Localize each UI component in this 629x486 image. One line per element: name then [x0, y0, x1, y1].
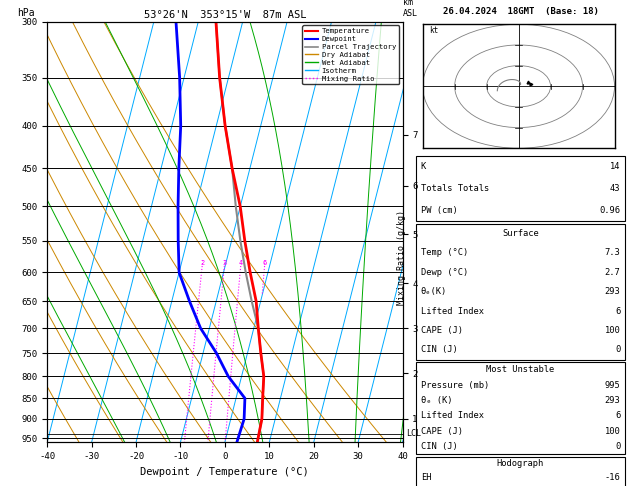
Text: hPa: hPa: [17, 8, 35, 17]
Text: CAPE (J): CAPE (J): [421, 326, 463, 335]
Text: Temp (°C): Temp (°C): [421, 248, 468, 257]
Text: km
ASL: km ASL: [403, 0, 418, 17]
Text: 293: 293: [604, 287, 620, 296]
Text: LCL: LCL: [406, 429, 421, 438]
Text: Lifted Index: Lifted Index: [421, 412, 484, 420]
Text: 995: 995: [604, 381, 620, 390]
Text: 14: 14: [610, 162, 620, 171]
Text: θₑ (K): θₑ (K): [421, 396, 452, 405]
Text: Totals Totals: Totals Totals: [421, 184, 489, 193]
Text: PW (cm): PW (cm): [421, 206, 457, 215]
Text: 6: 6: [615, 307, 620, 315]
X-axis label: Dewpoint / Temperature (°C): Dewpoint / Temperature (°C): [140, 467, 309, 477]
Text: θₑ(K): θₑ(K): [421, 287, 447, 296]
Text: Surface: Surface: [502, 229, 539, 238]
Text: 100: 100: [604, 326, 620, 335]
Text: 4: 4: [238, 260, 243, 266]
Text: EH: EH: [421, 473, 431, 482]
Title: 53°26'N  353°15'W  87m ASL: 53°26'N 353°15'W 87m ASL: [143, 10, 306, 20]
Text: 0.96: 0.96: [599, 206, 620, 215]
Text: CAPE (J): CAPE (J): [421, 427, 463, 436]
Text: Hodograph: Hodograph: [497, 459, 544, 468]
Text: 2: 2: [200, 260, 204, 266]
Text: Dewp (°C): Dewp (°C): [421, 268, 468, 277]
Text: 26.04.2024  18GMT  (Base: 18): 26.04.2024 18GMT (Base: 18): [443, 7, 598, 17]
Text: 6: 6: [615, 412, 620, 420]
Text: CIN (J): CIN (J): [421, 346, 457, 354]
Text: 43: 43: [610, 184, 620, 193]
Text: Mixing Ratio (g/kg): Mixing Ratio (g/kg): [397, 210, 406, 305]
Legend: Temperature, Dewpoint, Parcel Trajectory, Dry Adiabat, Wet Adiabat, Isotherm, Mi: Temperature, Dewpoint, Parcel Trajectory…: [302, 25, 399, 85]
Text: 3: 3: [222, 260, 226, 266]
Text: 7.3: 7.3: [604, 248, 620, 257]
Text: Pressure (mb): Pressure (mb): [421, 381, 489, 390]
Text: -16: -16: [604, 473, 620, 482]
Text: 0: 0: [615, 442, 620, 451]
Text: 0: 0: [615, 346, 620, 354]
Text: CIN (J): CIN (J): [421, 442, 457, 451]
Text: 6: 6: [262, 260, 267, 266]
Text: Most Unstable: Most Unstable: [486, 365, 555, 374]
Text: K: K: [421, 162, 426, 171]
Text: 100: 100: [604, 427, 620, 436]
Text: 293: 293: [604, 396, 620, 405]
Text: kt: kt: [429, 26, 438, 35]
Text: 2.7: 2.7: [604, 268, 620, 277]
Text: Lifted Index: Lifted Index: [421, 307, 484, 315]
